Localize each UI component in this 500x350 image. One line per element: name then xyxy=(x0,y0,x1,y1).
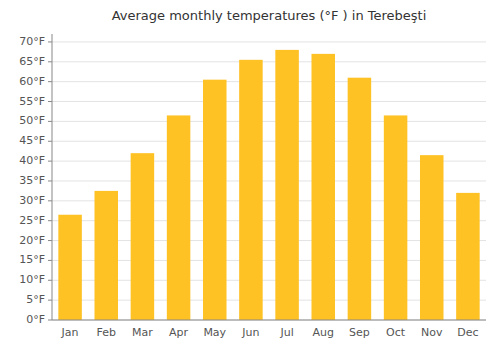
y-tick xyxy=(48,61,52,62)
y-tick-label: 40°F xyxy=(19,154,45,167)
bar xyxy=(131,153,155,320)
y-tick-label: 5°F xyxy=(26,293,45,306)
y-tick-label: 15°F xyxy=(19,253,45,266)
grid-line xyxy=(52,320,486,321)
y-tick xyxy=(48,81,52,82)
y-tick xyxy=(48,280,52,281)
y-tick-label: 70°F xyxy=(19,35,45,48)
x-tick-label: Apr xyxy=(169,326,189,339)
y-tick xyxy=(48,41,52,42)
x-tick-labels: Jan Feb Mar Apr May Jun Jul Aug Sep Oct Nov Dec xyxy=(61,326,479,339)
y-tick-label: 65°F xyxy=(19,55,45,68)
grid-line xyxy=(52,81,486,82)
y-tick-label: 35°F xyxy=(19,174,45,187)
y-tick xyxy=(48,300,52,301)
y-tick xyxy=(48,180,52,181)
y-tick-label: 55°F xyxy=(19,95,45,108)
grid-line xyxy=(52,141,486,142)
y-tick xyxy=(48,141,52,142)
x-tick-label: Oct xyxy=(386,326,406,339)
y-tick xyxy=(48,121,52,122)
bar xyxy=(311,54,335,320)
y-tick xyxy=(48,240,52,241)
title: Average monthly temperatures (°F ) in Te… xyxy=(112,8,427,23)
chart: Average monthly temperatures (°F ) in Te… xyxy=(0,0,500,350)
y-tick xyxy=(48,220,52,221)
y-tick xyxy=(48,161,52,162)
grid-line xyxy=(52,121,486,122)
x-tick-label: Mar xyxy=(132,326,153,339)
bar xyxy=(203,80,227,320)
bar xyxy=(94,191,118,320)
y-tick-label: 45°F xyxy=(19,134,45,147)
x-tick-label: Jun xyxy=(241,326,259,339)
bar xyxy=(58,215,82,320)
x-tick-label: Aug xyxy=(313,326,334,339)
y-tick-label: 0°F xyxy=(26,313,45,326)
y-tick-label: 10°F xyxy=(19,273,45,286)
grid-line xyxy=(52,41,486,42)
y-tick-labels: 0°F 5°F 10°F 15°F 20°F 25°F 30°F 35°F 40°F 45°F 50… xyxy=(19,35,52,326)
bar xyxy=(384,115,408,320)
x-tick-label: Jul xyxy=(279,326,293,339)
bar xyxy=(167,115,191,320)
bar xyxy=(275,50,299,320)
bar xyxy=(420,155,444,320)
bar xyxy=(348,78,372,320)
x-tick-label: Nov xyxy=(421,326,443,339)
y-tick xyxy=(48,320,52,321)
y-tick xyxy=(48,260,52,261)
grid-line xyxy=(52,61,486,62)
x-tick-label: Jan xyxy=(61,326,79,339)
y-tick xyxy=(48,101,52,102)
bars xyxy=(58,50,479,320)
y-tick-label: 30°F xyxy=(19,194,45,207)
bar xyxy=(456,193,480,320)
x-axis-line xyxy=(52,320,486,321)
y-tick xyxy=(48,200,52,201)
grid-line xyxy=(52,101,486,102)
grid xyxy=(52,42,486,320)
x-tick-label: May xyxy=(203,326,226,339)
x-tick-label: Feb xyxy=(97,326,116,339)
y-tick-label: 50°F xyxy=(19,114,45,127)
y-tick-label: 60°F xyxy=(19,75,45,88)
bar xyxy=(239,60,263,320)
x-tick-label: Sep xyxy=(349,326,370,339)
x-tick-label: Dec xyxy=(457,326,478,339)
y-tick-label: 20°F xyxy=(19,234,45,247)
y-tick-label: 25°F xyxy=(19,214,45,227)
y-axis-line xyxy=(52,34,53,320)
